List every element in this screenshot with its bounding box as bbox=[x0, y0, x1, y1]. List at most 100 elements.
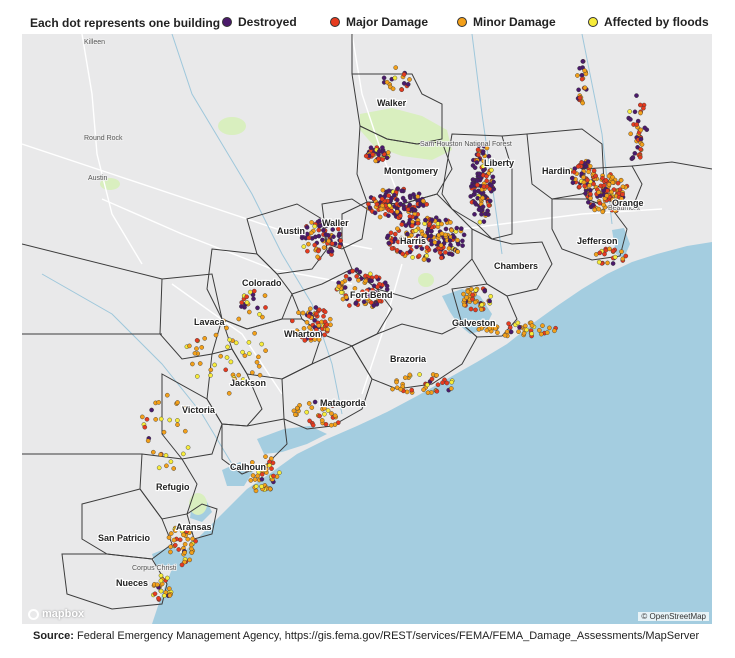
damage-dot bbox=[352, 286, 358, 291]
county-label: Nueces bbox=[116, 578, 148, 588]
damage-dot bbox=[398, 201, 403, 207]
damage-dot bbox=[190, 361, 195, 367]
damage-dot bbox=[410, 255, 415, 260]
damage-dot bbox=[323, 421, 329, 427]
damage-dot bbox=[304, 319, 310, 325]
damage-dot bbox=[522, 323, 528, 329]
damage-dot bbox=[208, 367, 214, 373]
damage-dot bbox=[327, 316, 333, 322]
damage-dot bbox=[596, 259, 602, 265]
damage-dot bbox=[421, 257, 427, 262]
source-text: Federal Emergency Management Agency, htt… bbox=[77, 630, 700, 642]
damage-dot bbox=[324, 322, 330, 328]
damage-dot bbox=[263, 466, 269, 472]
damage-dot bbox=[258, 467, 264, 472]
damage-dot bbox=[612, 254, 618, 260]
damage-dot bbox=[401, 72, 407, 77]
map-attribution[interactable]: © OpenStreetMap bbox=[638, 612, 709, 621]
damage-dot bbox=[468, 184, 474, 189]
damage-dot bbox=[449, 227, 454, 233]
legend-label: Affected by floods bbox=[604, 15, 709, 29]
damage-dot bbox=[432, 248, 438, 253]
legend-lead-text: Each dot represents one building bbox=[30, 16, 221, 30]
damage-dot bbox=[601, 202, 606, 208]
damage-dot bbox=[486, 154, 492, 159]
damage-dot bbox=[246, 309, 252, 315]
damage-dot bbox=[395, 186, 401, 191]
damage-dot bbox=[618, 177, 624, 183]
damage-dot bbox=[175, 400, 180, 405]
damage-dot bbox=[307, 324, 312, 330]
damage-dot bbox=[335, 420, 341, 425]
damage-dot bbox=[168, 549, 173, 555]
damage-dot bbox=[182, 428, 188, 434]
damage-dot bbox=[167, 417, 172, 423]
county-label: Refugio bbox=[156, 482, 190, 492]
damage-dot bbox=[388, 230, 394, 236]
damage-dot bbox=[171, 466, 176, 471]
damage-dot bbox=[607, 246, 612, 252]
map-canvas[interactable]: Killeen Round Rock Austin Sam Houston Na… bbox=[22, 34, 712, 624]
damage-dot bbox=[405, 82, 411, 87]
damage-dot bbox=[161, 593, 167, 599]
damage-dot bbox=[313, 311, 319, 317]
damage-dot bbox=[154, 582, 160, 588]
map-panel[interactable]: Killeen Round Rock Austin Sam Houston Na… bbox=[22, 34, 712, 624]
damage-dot bbox=[384, 79, 390, 85]
damage-dot bbox=[610, 174, 615, 180]
damage-dot bbox=[428, 233, 434, 239]
damage-dot bbox=[480, 163, 486, 169]
damage-dot bbox=[397, 213, 403, 219]
damage-dot bbox=[399, 188, 405, 194]
damage-dot bbox=[487, 198, 493, 204]
damage-dot bbox=[263, 454, 268, 459]
damage-dot bbox=[473, 287, 479, 293]
damage-dot bbox=[461, 302, 467, 308]
county-label: Hardin bbox=[542, 166, 571, 176]
damage-dot bbox=[460, 243, 465, 248]
damage-dot bbox=[246, 351, 252, 356]
damage-dot bbox=[446, 246, 452, 251]
damage-dot bbox=[182, 406, 187, 411]
damage-dot bbox=[386, 193, 391, 198]
damage-dot bbox=[140, 414, 145, 420]
damage-dot bbox=[464, 295, 469, 300]
damage-dot bbox=[343, 273, 349, 279]
damage-dot bbox=[415, 233, 421, 239]
damage-dot bbox=[468, 194, 474, 199]
damage-dot bbox=[312, 399, 318, 405]
legend-item-minor-damage: Minor Damage bbox=[457, 15, 556, 29]
damage-dot bbox=[570, 180, 576, 185]
damage-dot bbox=[242, 353, 248, 359]
damage-dot bbox=[156, 465, 162, 471]
damage-dot bbox=[575, 164, 581, 169]
damage-dot bbox=[475, 152, 481, 158]
damage-dot bbox=[259, 472, 265, 477]
damage-dot bbox=[460, 238, 465, 244]
legend-item-major-damage: Major Damage bbox=[330, 15, 428, 29]
county-label: Jefferson bbox=[577, 236, 618, 246]
damage-dot bbox=[221, 318, 226, 324]
county-boundaries bbox=[22, 34, 712, 610]
damage-dot bbox=[424, 382, 430, 388]
damage-dot bbox=[407, 202, 413, 208]
damage-dot bbox=[189, 546, 194, 552]
damage-dot bbox=[391, 192, 397, 198]
damage-dot bbox=[379, 196, 385, 202]
damage-dot bbox=[371, 196, 377, 202]
damage-dot bbox=[319, 418, 325, 423]
damage-dot bbox=[419, 246, 425, 251]
damage-dot bbox=[243, 466, 249, 472]
damage-dot bbox=[627, 109, 633, 114]
damage-dot bbox=[329, 221, 335, 226]
damage-dot bbox=[305, 248, 310, 254]
damage-dot bbox=[628, 117, 633, 122]
damage-dot bbox=[516, 329, 521, 335]
damage-dot bbox=[248, 467, 253, 472]
damage-dot bbox=[588, 191, 593, 197]
mapbox-logo[interactable]: mapbox bbox=[28, 608, 84, 620]
damage-dot bbox=[437, 250, 443, 255]
damage-dot bbox=[332, 413, 338, 419]
damage-dot bbox=[375, 284, 380, 290]
source-note: Source: Federal Emergency Management Age… bbox=[33, 630, 699, 642]
